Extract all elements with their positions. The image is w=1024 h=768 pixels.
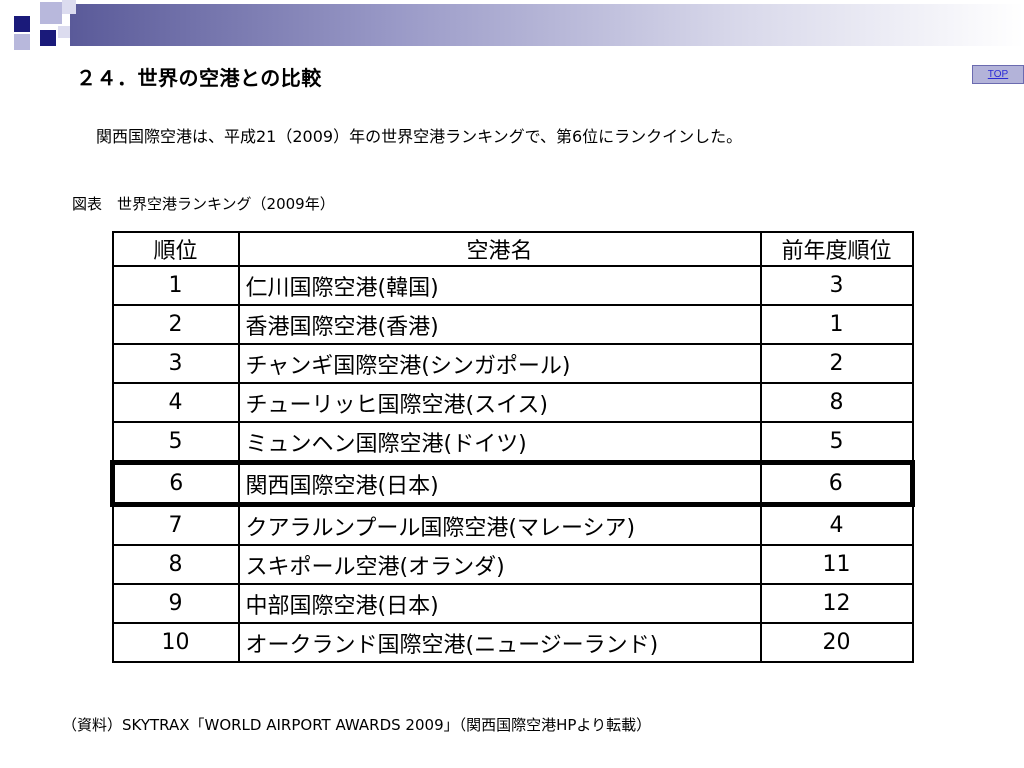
rank-cell: 3 — [111, 343, 240, 384]
column-header-previous-rank: 前年度順位 — [759, 231, 914, 267]
table-row: 1 仁川国際空港(韓国) 3 — [111, 265, 914, 306]
table-header-row: 順位 空港名 前年度順位 — [111, 231, 914, 267]
table-row: 8 スキポール空港(オランダ) 11 — [111, 544, 914, 585]
table-row: 6 関西国際空港(日本) 6 — [110, 460, 915, 507]
previous-rank-cell: 4 — [759, 503, 914, 546]
rank-cell: 1 — [111, 265, 240, 306]
previous-rank-cell: 2 — [759, 343, 914, 384]
previous-rank-cell: 20 — [759, 622, 914, 663]
source-note: （資料）SKYTRAX「WORLD AIRPORT AWARDS 2009」（関… — [62, 716, 652, 734]
table-row: 4 チューリッヒ国際空港(スイス) 8 — [111, 382, 914, 423]
previous-rank-cell: 5 — [759, 421, 914, 464]
airport-name-cell: 仁川国際空港(韓国) — [237, 265, 762, 306]
rank-cell: 7 — [111, 503, 240, 546]
rank-cell: 8 — [111, 544, 240, 585]
rank-cell: 9 — [111, 583, 240, 624]
table-caption: 図表 世界空港ランキング（2009年） — [72, 195, 335, 213]
column-header-rank: 順位 — [111, 231, 240, 267]
table-row: 9 中部国際空港(日本) 12 — [111, 583, 914, 624]
decoration-square — [14, 16, 30, 32]
previous-rank-cell: 1 — [759, 304, 914, 345]
intro-text: 関西国際空港は、平成21（2009）年の世界空港ランキングで、第6位にランクイン… — [96, 127, 743, 146]
airport-name-cell: クアラルンプール国際空港(マレーシア) — [237, 503, 762, 546]
table-row: 3 チャンギ国際空港(シンガポール) 2 — [111, 343, 914, 384]
airport-name-cell: チューリッヒ国際空港(スイス) — [237, 382, 762, 423]
decoration-square — [62, 0, 76, 14]
header-decoration-band — [70, 4, 1024, 46]
table-row: 10 オークランド国際空港(ニュージーランド) 20 — [111, 622, 914, 663]
top-link-button[interactable]: TOP — [972, 65, 1024, 84]
previous-rank-cell: 11 — [759, 544, 914, 585]
airport-name-cell: オークランド国際空港(ニュージーランド) — [237, 622, 762, 663]
rank-cell: 2 — [111, 304, 240, 345]
previous-rank-cell: 12 — [759, 583, 914, 624]
airport-name-cell: チャンギ国際空港(シンガポール) — [237, 343, 762, 384]
table-row: 5 ミュンヘン国際空港(ドイツ) 5 — [111, 421, 914, 464]
page-title: ２４．世界の空港との比較 — [76, 66, 322, 90]
decoration-square — [14, 34, 30, 50]
decoration-square — [40, 2, 62, 24]
decoration-square — [40, 30, 56, 46]
airport-ranking-table: 順位 空港名 前年度順位 1 仁川国際空港(韓国) 3 2 香港国際空港(香港) 1 3 チャ… — [110, 231, 915, 663]
rank-cell: 4 — [111, 382, 240, 423]
previous-rank-cell: 8 — [759, 382, 914, 423]
table-row: 7 クアラルンプール国際空港(マレーシア) 4 — [111, 503, 914, 546]
airport-name-cell: 関西国際空港(日本) — [237, 460, 762, 507]
airport-name-cell: スキポール空港(オランダ) — [237, 544, 762, 585]
airport-name-cell: 中部国際空港(日本) — [237, 583, 762, 624]
rank-cell: 5 — [111, 421, 240, 464]
previous-rank-cell: 3 — [759, 265, 914, 306]
airport-name-cell: 香港国際空港(香港) — [237, 304, 762, 345]
previous-rank-cell: 6 — [759, 460, 915, 507]
column-header-airport: 空港名 — [237, 231, 762, 267]
decoration-square — [58, 26, 70, 38]
table-row: 2 香港国際空港(香港) 1 — [111, 304, 914, 345]
rank-cell: 10 — [111, 622, 240, 663]
airport-name-cell: ミュンヘン国際空港(ドイツ) — [237, 421, 762, 464]
rank-cell: 6 — [110, 460, 240, 507]
